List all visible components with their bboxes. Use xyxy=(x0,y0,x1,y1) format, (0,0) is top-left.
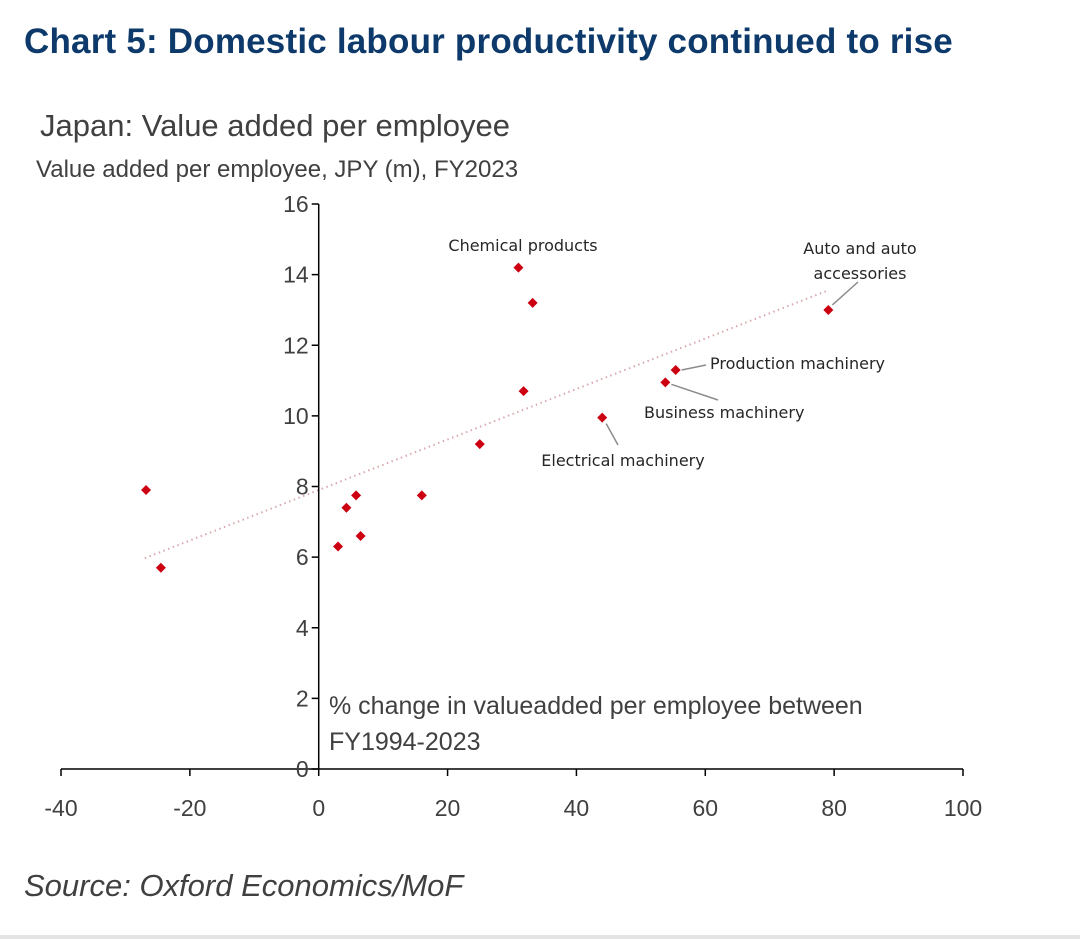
x-tick-label: 0 xyxy=(312,795,325,821)
bottom-rule xyxy=(0,935,1080,939)
y-tick-label: 0 xyxy=(296,756,309,782)
point-label: Chemical products xyxy=(448,236,597,255)
callout-lines xyxy=(605,281,859,446)
callout-line xyxy=(671,383,719,401)
data-point xyxy=(518,386,529,397)
trend-line xyxy=(144,289,829,560)
data-point xyxy=(670,364,681,375)
data-point xyxy=(823,304,834,315)
data-point xyxy=(355,530,366,541)
x-tick-label: 20 xyxy=(435,795,461,821)
y-tick-label: 4 xyxy=(296,615,309,641)
point-label-line: accessories xyxy=(814,264,907,283)
data-point xyxy=(341,502,352,513)
x-tick-label: 40 xyxy=(564,795,590,821)
x-axis-label: % change in valueadded per employee betw… xyxy=(329,688,949,760)
point-label-line: Auto and auto xyxy=(803,239,916,258)
chart-title: Chart 5: Domestic labour productivity co… xyxy=(24,22,953,61)
data-point xyxy=(527,297,538,308)
data-point xyxy=(597,412,608,423)
x-tick-label: -40 xyxy=(44,795,77,821)
data-point xyxy=(333,541,344,552)
data-point xyxy=(351,490,362,501)
point-labels: Chemical products Electrical machinery Bus… xyxy=(448,236,916,470)
x-tick-label: -20 xyxy=(173,795,206,821)
data-point xyxy=(660,377,671,388)
x-tick-label: 80 xyxy=(821,795,847,821)
y-tick-label: 10 xyxy=(283,403,309,429)
data-points xyxy=(141,262,834,573)
y-tick-label: 6 xyxy=(296,544,309,570)
chart-subtitle: Japan: Value added per employee xyxy=(40,108,510,143)
y-tick-label: 14 xyxy=(283,262,309,288)
point-label: Production machinery xyxy=(710,354,885,373)
axes: -40 -20 0 20 40 60 80 100 0 2 4 6 8 10 12 14 16 xyxy=(44,191,982,821)
data-point xyxy=(155,562,166,573)
callout-line xyxy=(831,281,859,306)
point-label: Electrical machinery xyxy=(541,451,704,470)
x-tick-label: 60 xyxy=(692,795,718,821)
y-tick-label: 8 xyxy=(296,474,309,500)
y-axis-label: Value added per employee, JPY (m), FY202… xyxy=(36,156,519,183)
point-label: Auto and auto accessories xyxy=(803,239,916,283)
y-tick-label: 2 xyxy=(296,685,309,711)
x-tick-label: 100 xyxy=(944,795,982,821)
data-point xyxy=(474,439,485,450)
y-tick-label: 16 xyxy=(283,191,309,217)
callout-line xyxy=(681,364,707,371)
callout-line xyxy=(605,423,619,446)
y-tick-label: 12 xyxy=(283,332,309,358)
data-point xyxy=(141,485,152,496)
data-point xyxy=(416,490,427,501)
point-label: Business machinery xyxy=(644,403,804,422)
data-point xyxy=(513,262,524,273)
source-note: Source: Oxford Economics/MoF xyxy=(24,868,464,903)
